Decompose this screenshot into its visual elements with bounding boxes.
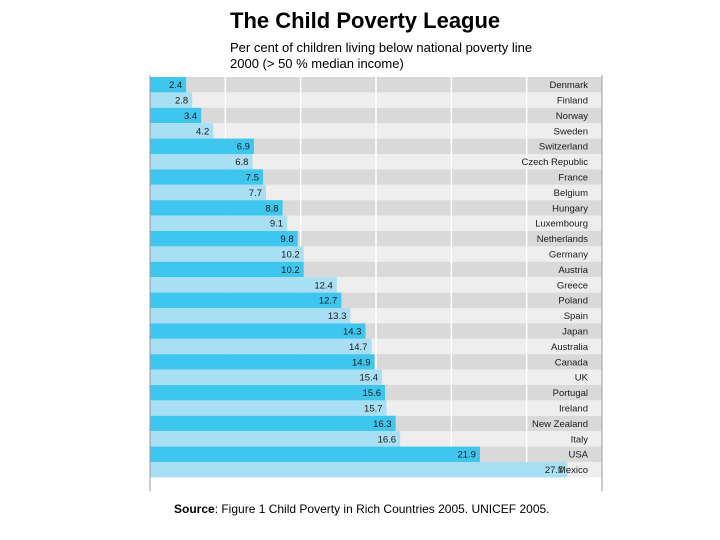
category-label: Australia [551, 342, 589, 353]
category-label: Switzerland [539, 142, 588, 153]
category-label: Czech Republic [521, 157, 588, 168]
category-label: Japan [562, 326, 588, 337]
data-label: 10.2 [281, 249, 300, 260]
category-label: Belgium [554, 188, 588, 199]
category-label: Italy [571, 434, 589, 445]
data-label: 13.3 [328, 311, 347, 322]
category-label: Greece [557, 280, 588, 291]
category-label: Canada [555, 357, 589, 368]
bar [150, 231, 298, 247]
bar [150, 246, 304, 262]
category-label: Netherlands [537, 234, 588, 245]
data-label: 9.8 [280, 234, 293, 245]
data-label: 7.5 [246, 172, 259, 183]
category-label: Spain [564, 311, 588, 322]
bar [150, 308, 351, 324]
bar [150, 77, 187, 93]
data-label: 27.7 [545, 465, 564, 476]
data-label: 6.8 [235, 157, 248, 168]
category-label: Finland [557, 95, 588, 106]
category-label: Norway [556, 111, 588, 122]
category-label: UK [575, 373, 589, 384]
category-label: France [558, 172, 588, 183]
bar [150, 154, 253, 170]
data-label: 8.8 [265, 203, 278, 214]
chart-subtitle: Per cent of children living below nation… [230, 40, 533, 71]
data-label: 21.9 [457, 450, 476, 461]
data-label: 6.9 [237, 142, 250, 153]
source-note: Source: Figure 1 Child Poverty in Rich C… [174, 502, 550, 516]
category-label: Sweden [554, 126, 588, 137]
category-label: Mexico [558, 465, 588, 476]
bar [150, 431, 401, 447]
category-label: New Zealand [532, 419, 588, 430]
bar [150, 215, 288, 231]
bar [150, 338, 372, 355]
bar [150, 200, 283, 216]
data-label: 14.3 [343, 326, 362, 337]
bar [150, 169, 263, 185]
category-label: Germany [549, 249, 588, 260]
bar [150, 323, 366, 339]
category-label: Luxembourg [535, 219, 588, 230]
category-label: Poland [558, 296, 588, 307]
data-label: 14.7 [349, 342, 368, 353]
data-label: 16.6 [378, 434, 397, 445]
bar [150, 292, 342, 308]
source-label: Source [174, 502, 215, 516]
data-label: 10.2 [281, 265, 300, 276]
data-label: 7.7 [249, 188, 262, 199]
category-label: USA [568, 450, 588, 461]
bar [150, 415, 396, 432]
category-label: Hungary [552, 203, 588, 214]
bar [150, 462, 568, 478]
category-label: Portugal [553, 388, 588, 399]
bar [150, 277, 337, 293]
data-label: 9.1 [270, 219, 283, 230]
bar [150, 354, 375, 370]
bar [150, 184, 267, 201]
category-label: Ireland [559, 403, 588, 414]
data-label: 14.9 [352, 357, 371, 368]
bar [150, 138, 254, 154]
bar [150, 107, 202, 124]
bar [150, 385, 386, 401]
data-label: 16.3 [373, 419, 392, 430]
source-text: : Figure 1 Child Poverty in Rich Countri… [214, 502, 550, 516]
data-label: 15.6 [363, 388, 382, 399]
data-label: 12.7 [319, 296, 338, 307]
bar [150, 261, 304, 278]
category-label: Denmark [549, 80, 588, 91]
bar [150, 92, 193, 108]
data-label: 12.4 [314, 280, 333, 291]
bar [150, 369, 383, 385]
data-label: 3.4 [184, 111, 197, 122]
data-label: 15.4 [360, 373, 379, 384]
data-label: 4.2 [196, 126, 209, 137]
bar [150, 446, 480, 462]
chart-title: The Child Poverty League [230, 8, 501, 33]
data-label: 15.7 [364, 403, 383, 414]
bar [150, 400, 387, 416]
data-label: 2.8 [175, 95, 188, 106]
bar [150, 123, 214, 139]
category-label: Austria [558, 265, 588, 276]
data-label: 2.4 [169, 80, 182, 91]
